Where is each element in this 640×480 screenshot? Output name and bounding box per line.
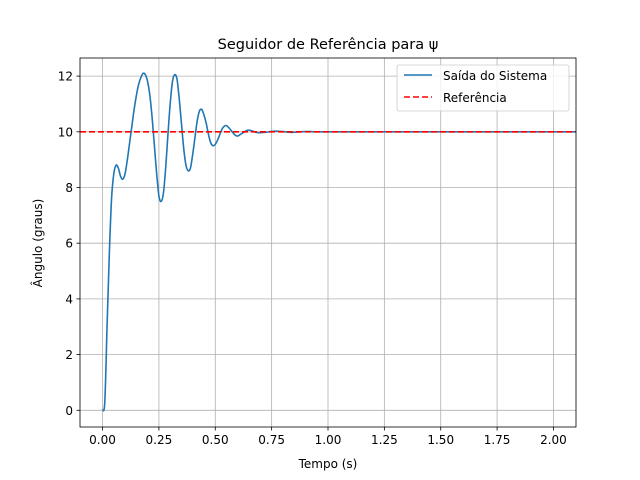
series-layer: [80, 72, 576, 412]
x-tick-label: 2.00: [540, 433, 567, 447]
ticks: 0.00 0.25 0.50 0.75 1.00 1.25 1.50 1.75 2.00 0 2 4 6…: [58, 70, 567, 447]
x-tick-label: 1.75: [484, 433, 511, 447]
x-tick-label: 1.25: [371, 433, 398, 447]
x-tick-label: 1.50: [427, 433, 454, 447]
y-tick-label: 12: [58, 70, 73, 84]
y-tick-label: 2: [65, 348, 73, 362]
legend-label-system-output: Saída do Sistema: [443, 69, 547, 83]
x-tick-label: 0.75: [258, 433, 285, 447]
x-axis-label: Tempo (s): [298, 457, 358, 471]
y-tick-label: 4: [65, 292, 73, 306]
x-tick-label: 0.50: [202, 433, 229, 447]
y-tick-label: 8: [65, 181, 73, 195]
y-tick-label: 0: [65, 404, 73, 418]
y-tick-label: 10: [58, 125, 73, 139]
x-tick-label: 0.25: [146, 433, 173, 447]
y-tick-label: 6: [65, 237, 73, 251]
legend-box: [396, 64, 570, 112]
y-axis-label: Ângulo (graus): [30, 199, 45, 288]
legend-label-reference: Referência: [443, 91, 507, 105]
legend: Saída do Sistema Referência: [396, 64, 570, 112]
x-tick-label: 0.00: [89, 433, 116, 447]
x-tick-label: 1.00: [315, 433, 342, 447]
chart-title: Seguidor de Referência para ψ: [218, 37, 439, 53]
